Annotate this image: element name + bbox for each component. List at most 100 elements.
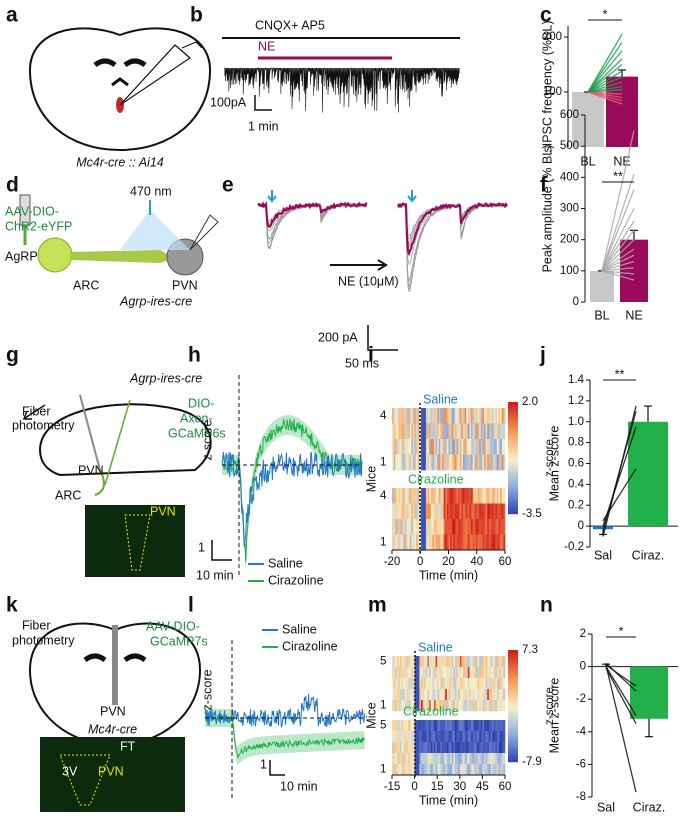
heatmap-cell <box>421 731 423 743</box>
heatmap-cell <box>485 656 488 668</box>
heatmap-cell <box>438 488 441 504</box>
heatmap-cell <box>400 534 402 551</box>
heatmap-cell <box>412 689 415 701</box>
heatmap-cell <box>475 753 478 765</box>
heatmap-cell <box>487 439 490 455</box>
heatmap-cell <box>429 700 432 712</box>
heatmap-cell <box>492 488 494 504</box>
text-label: 0.8 <box>568 437 584 449</box>
subject-line <box>601 189 635 272</box>
heatmap-cell <box>479 731 482 743</box>
heatmap-cell <box>438 423 441 440</box>
subject-line <box>601 239 635 272</box>
heatmap-cell <box>430 700 433 712</box>
heatmap-cell <box>461 503 464 520</box>
heatmap-cell <box>456 753 459 765</box>
heatmap-cell <box>480 753 483 765</box>
heatmap-cell <box>453 720 456 732</box>
heatmap-cell <box>448 700 451 712</box>
heatmap-cell <box>425 423 428 440</box>
heatmap-cell <box>487 454 490 471</box>
text-label: Ciraz. <box>632 548 665 562</box>
sagittal-diagram <box>38 394 212 496</box>
trace <box>257 202 368 250</box>
heatmap-cell <box>467 503 470 520</box>
heatmap-cell <box>432 656 435 668</box>
heatmap-cell <box>429 503 432 520</box>
text-label: 200 <box>560 234 579 246</box>
heatmap-cell <box>425 503 428 520</box>
heatmap-cell <box>438 742 441 754</box>
heatmap-cell <box>456 667 459 679</box>
heatmap-cell <box>495 689 498 701</box>
heatmap-cell <box>451 700 454 712</box>
text-label: Agrp-ires-cre <box>119 294 192 308</box>
heatmap-cell <box>500 454 503 471</box>
stim-arrow <box>407 190 417 203</box>
heatmap-cell <box>461 764 464 776</box>
heatmap-cell <box>466 689 469 701</box>
heatmap-cell <box>467 534 470 551</box>
heatmap-cell <box>451 689 454 701</box>
heatmap-cell <box>404 454 407 471</box>
heatmap-cell <box>406 439 409 455</box>
heatmap-cell <box>492 503 494 520</box>
heatmap-cell <box>435 519 438 535</box>
heatmap-cell <box>416 720 419 732</box>
heatmap-cell <box>409 519 412 535</box>
heatmap-cell <box>440 439 443 455</box>
heatmap-cell <box>448 667 451 679</box>
heatmap-cell <box>433 488 436 504</box>
heatmap-cell <box>451 656 454 668</box>
heatmap-cell <box>503 503 506 520</box>
heatmap-cell <box>484 656 486 668</box>
heatmap-cell <box>451 408 454 424</box>
heatmap-cell <box>484 667 486 679</box>
heatmap-cell <box>411 753 414 765</box>
heatmap-cell <box>498 700 501 712</box>
heatmap-cell <box>440 454 443 471</box>
heatmap-cell <box>451 454 454 471</box>
heatmap-cell <box>445 764 448 776</box>
heatmap-cell <box>419 534 422 551</box>
heatmap-cell <box>477 742 480 754</box>
heatmap-cell <box>498 454 501 471</box>
heatmap-cell <box>471 454 474 471</box>
heatmap-cell <box>416 503 419 520</box>
heatmap-cell <box>424 439 427 455</box>
heatmap-cell <box>503 678 506 690</box>
heatmap-cell <box>430 408 433 424</box>
heatmap-cell <box>437 488 440 504</box>
heatmap-cell <box>414 519 417 535</box>
heatmap-cell <box>416 678 419 690</box>
heatmap-cell <box>471 488 474 504</box>
text-label: CNQX+ AP5 <box>255 18 325 32</box>
heatmap-cell <box>482 720 485 732</box>
heatmap-cell <box>440 689 443 701</box>
heatmap-cell <box>458 488 461 504</box>
text-label: a <box>6 4 18 27</box>
heatmap-cell <box>498 423 501 440</box>
heatmap-cell <box>408 534 411 551</box>
text-label: 100 <box>560 265 579 277</box>
heatmap-cell <box>430 534 433 551</box>
heatmap-cell <box>446 408 449 424</box>
colorbar <box>508 491 518 495</box>
heatmap-cell <box>411 678 414 690</box>
colorbar <box>508 753 518 757</box>
heatmap-cell <box>464 753 467 765</box>
heatmap-cell <box>451 488 454 504</box>
heatmap-cell <box>396 423 399 440</box>
heatmap-cell <box>437 519 440 535</box>
heatmap-cell <box>448 689 451 701</box>
heatmap-cell <box>392 764 394 776</box>
colorbar <box>508 404 518 408</box>
text-label: AAV-DIO- <box>5 204 59 218</box>
heatmap-cell <box>396 689 399 701</box>
text-label: PVN <box>172 278 198 292</box>
heatmap-cell <box>424 656 427 668</box>
heatmap-cell <box>442 534 444 551</box>
heatmap-cell <box>417 764 420 776</box>
heatmap-cell <box>461 700 464 712</box>
heatmap-cell <box>467 678 470 690</box>
